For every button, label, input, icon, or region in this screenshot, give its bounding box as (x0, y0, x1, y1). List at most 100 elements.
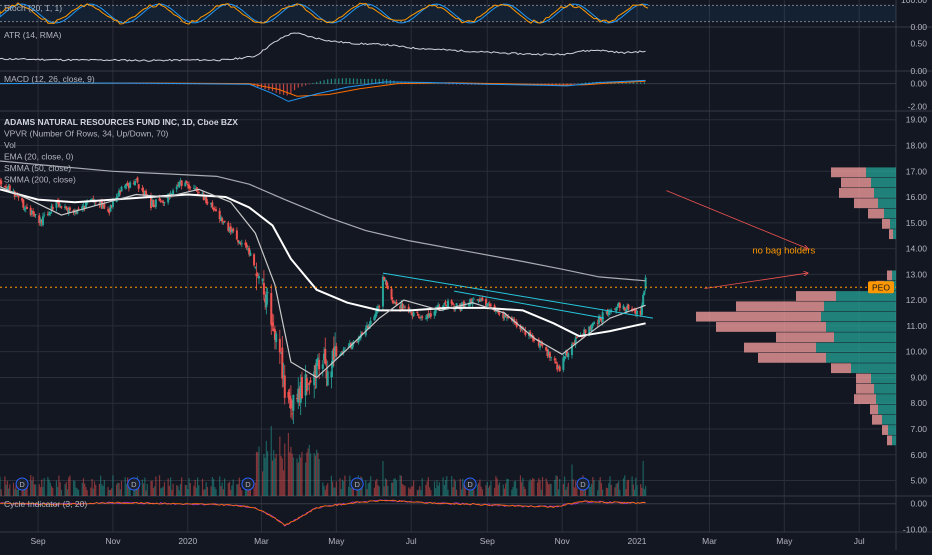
volume-bar (100, 476, 101, 496)
volume-bar (334, 487, 335, 496)
volume-bar (271, 426, 272, 496)
indicator-legend: Cycle Indicator (3, 20) (4, 499, 87, 509)
volume-bar (456, 490, 457, 496)
macd-histogram-bar (349, 78, 350, 84)
candle-body (615, 308, 617, 312)
volume-bar (33, 476, 34, 496)
vp-up-bar (888, 425, 896, 435)
volume-bar (400, 475, 401, 496)
y-tick-label: 0.50 (910, 39, 927, 49)
volume-bar (628, 480, 629, 496)
volume-bar (279, 437, 280, 497)
candle-body (17, 196, 19, 197)
candle-body (445, 301, 447, 303)
volume-bar (436, 480, 437, 496)
volume-bar (503, 485, 504, 496)
volume-bar (206, 482, 207, 496)
candle-body (221, 218, 223, 221)
volume-bar (611, 485, 612, 496)
macd-histogram-bar (382, 79, 383, 84)
indicator-legend: Stoch (20, 1, 1) (4, 3, 62, 13)
volume-bar (624, 475, 625, 496)
volume-bar (1, 489, 2, 496)
candle-body (198, 192, 200, 193)
candle-body (246, 244, 248, 247)
candle-body (112, 201, 114, 207)
candle-body (26, 207, 28, 209)
vp-up-bar (834, 332, 896, 342)
volume-bar (563, 484, 564, 496)
indicator-legend: VPVR (Number Of Rows, 34, Up/Down, 70) (4, 129, 169, 139)
candle-body (186, 181, 188, 183)
volume-bar (31, 481, 32, 496)
volume-bar (85, 487, 86, 496)
vp-up-bar (892, 270, 896, 280)
candle-body (602, 312, 604, 322)
y-tick-label: 10.00 (906, 347, 928, 357)
volume-bar (401, 476, 402, 496)
volume-bar (396, 481, 397, 496)
volume-bar (557, 476, 558, 496)
volume-bar (344, 475, 345, 496)
volume-bar (66, 482, 67, 496)
volume-bar (47, 477, 48, 496)
volume-bar (341, 489, 342, 496)
candle-body (249, 253, 251, 256)
dividend-icon-label: D (131, 480, 137, 489)
volume-bar (99, 484, 100, 496)
volume-bar (573, 479, 574, 496)
candle-body (181, 180, 183, 186)
volume-bar (163, 486, 164, 496)
candle-body (60, 206, 62, 207)
candle-body (284, 375, 286, 397)
vp-up-bar (874, 384, 896, 394)
volume-bar (425, 485, 426, 496)
volume-bar (512, 487, 513, 496)
candle-body (562, 358, 564, 370)
candle-body (642, 295, 644, 307)
macd-histogram-bar (338, 78, 339, 83)
candle-body (317, 358, 319, 360)
volume-bar (485, 485, 486, 496)
x-tick-label: Sep (30, 536, 45, 546)
volume-bar (634, 490, 635, 496)
candle-body (567, 353, 569, 357)
volume-bar (417, 490, 418, 496)
vp-up-bar (874, 188, 896, 198)
candle-body (307, 389, 309, 390)
candle-body (275, 334, 277, 342)
candle-body (327, 371, 329, 385)
indicator-legend: EMA (20, close, 0) (4, 152, 74, 162)
candle-body (236, 230, 238, 239)
volume-bar (255, 482, 256, 496)
volume-bar (530, 479, 531, 496)
volume-bar (614, 487, 615, 496)
volume-bar (160, 488, 161, 496)
candle-body (559, 366, 561, 371)
candle-body (16, 195, 18, 196)
candle-body (254, 267, 256, 268)
macd-histogram-bar (640, 82, 641, 84)
candle-body (49, 212, 51, 214)
x-tick-label: Jul (406, 536, 417, 546)
volume-bar (274, 458, 275, 496)
volume-bar (488, 488, 489, 496)
candle-body (391, 289, 393, 300)
y-tick-label: 17.00 (906, 166, 928, 176)
volume-bar (430, 490, 431, 496)
volume-bar (641, 488, 642, 496)
vp-up-bar (824, 301, 896, 311)
volume-bar (231, 485, 232, 496)
volume-bar (75, 488, 76, 496)
volume-bar (385, 478, 386, 496)
dividend-icon-label: D (467, 480, 473, 489)
volume-bar (213, 479, 214, 496)
candle-body (292, 395, 294, 411)
macd-histogram-bar (342, 78, 343, 84)
indicator-legend: SMMA (50, close) (4, 163, 71, 173)
vp-down-bar (868, 209, 884, 219)
macd-histogram-bar (279, 84, 280, 94)
candle-body (145, 191, 147, 195)
candle-body (121, 187, 123, 192)
